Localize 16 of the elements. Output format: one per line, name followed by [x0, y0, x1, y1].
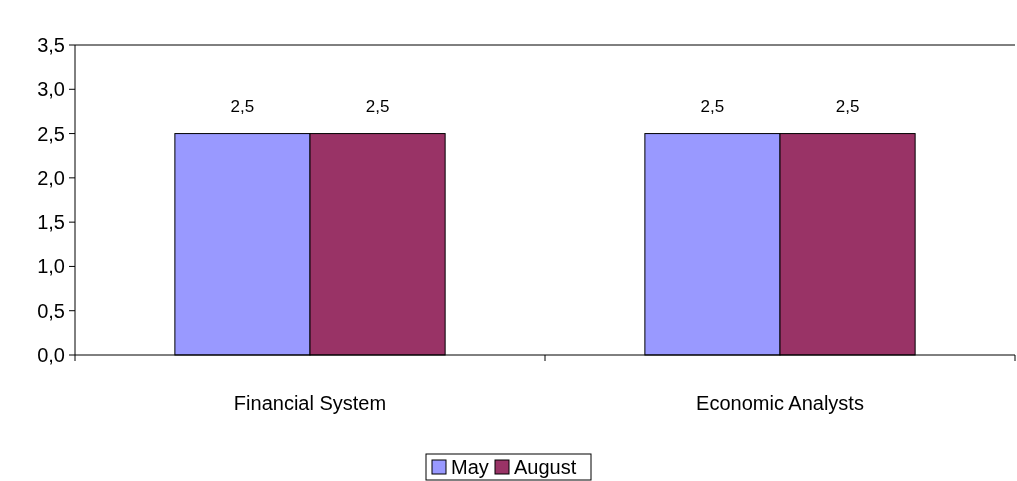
x-tick-label: Economic Analysts — [696, 392, 864, 414]
y-tick-label: 0,0 — [37, 344, 65, 366]
y-tick-label: 2,0 — [37, 166, 65, 189]
legend-label: August — [514, 456, 577, 478]
data-label: 2,5 — [230, 96, 255, 116]
y-tick-label: 3,0 — [37, 78, 65, 101]
data-label: 2,5 — [835, 96, 860, 116]
x-tick-label: Financial System — [233, 392, 387, 414]
legend-label: May — [451, 456, 489, 478]
y-tick-label: 1,0 — [37, 255, 65, 278]
y-tick-label: 3,5 — [37, 34, 65, 56]
data-label: 2,5 — [365, 96, 390, 116]
data-label: 2,5 — [700, 96, 725, 116]
y-tick-label: 1,5 — [37, 211, 65, 234]
y-tick-label: 0,5 — [37, 299, 65, 322]
y-tick-label: 2,5 — [37, 122, 65, 145]
